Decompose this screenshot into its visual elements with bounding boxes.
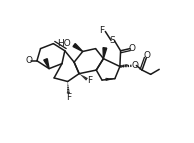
- Text: O: O: [131, 61, 138, 70]
- Text: HO: HO: [57, 39, 71, 48]
- Polygon shape: [103, 48, 107, 59]
- Text: O: O: [26, 56, 33, 65]
- Polygon shape: [73, 44, 83, 51]
- Text: O: O: [129, 44, 136, 53]
- Text: O: O: [144, 51, 151, 60]
- Text: F: F: [100, 26, 105, 35]
- Text: S: S: [110, 36, 116, 45]
- Polygon shape: [44, 59, 49, 69]
- Text: F: F: [66, 93, 71, 102]
- Text: F: F: [87, 76, 92, 85]
